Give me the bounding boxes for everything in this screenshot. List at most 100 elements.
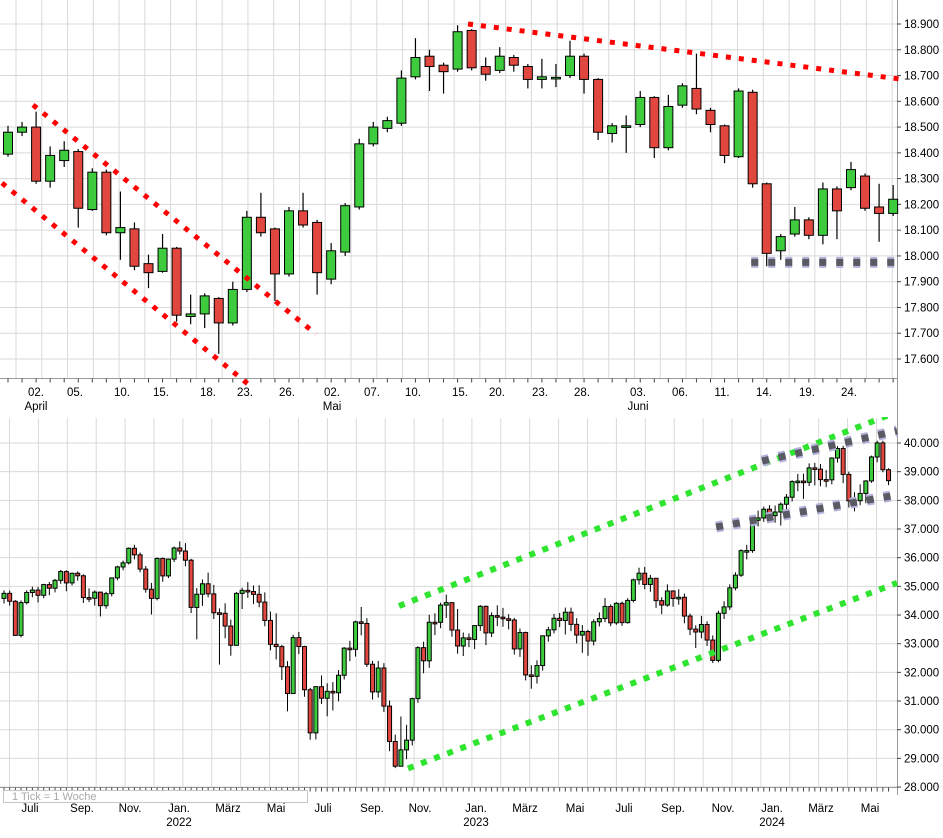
- x-axis-label: 20.: [489, 387, 505, 399]
- trendline-downtrend-channel-upper: [31, 102, 318, 336]
- x-axis-label: Nov.: [409, 803, 432, 815]
- y-axis-label: 17.600: [904, 354, 939, 366]
- candle-down: [704, 623, 710, 641]
- candle-down: [296, 637, 302, 648]
- candle-down: [466, 29, 477, 69]
- candle-up: [857, 492, 863, 502]
- x-axis-label: 19.: [799, 387, 815, 399]
- candle-down: [255, 216, 266, 234]
- candle-down: [523, 631, 529, 676]
- candle-up: [199, 583, 205, 595]
- candle-down: [670, 590, 676, 599]
- x-axis-label: 26.: [279, 387, 295, 399]
- candle-down: [228, 625, 234, 646]
- candle-up: [795, 480, 801, 484]
- candle-up: [778, 503, 784, 513]
- candle-up: [45, 154, 56, 182]
- weekly-candlestick-chart: 40.000 39.000 38.000 37.000 36.000 35.000 34.0…: [0, 417, 939, 829]
- candle-down: [285, 666, 290, 695]
- x-axis-label: 23.: [532, 387, 548, 399]
- x-axis-label: Juli: [615, 803, 632, 815]
- candle-down: [653, 577, 659, 602]
- x-axis-label: 11.: [714, 387, 729, 399]
- candle-up: [846, 169, 856, 189]
- candle-up: [517, 631, 523, 650]
- candle-up: [698, 623, 704, 633]
- candle-up: [410, 57, 421, 78]
- candle-up: [171, 547, 177, 560]
- candle-down: [97, 591, 103, 607]
- candle-down: [480, 66, 491, 75]
- candle-down: [148, 588, 154, 599]
- candle-up: [120, 562, 126, 568]
- candle-up: [817, 188, 828, 236]
- candle-down: [659, 600, 665, 606]
- x-axis-sublabel: Mai: [323, 401, 342, 413]
- x-axis-sublabel: Juni: [627, 401, 648, 413]
- candle-up: [635, 96, 646, 126]
- candle-up: [353, 621, 359, 650]
- x-axis-label: 15.: [452, 387, 468, 399]
- candle-down: [262, 601, 268, 621]
- y-axis-label: 31.000: [904, 696, 939, 708]
- candle-down: [860, 175, 871, 209]
- trendlines: [397, 417, 899, 772]
- candle-down: [160, 558, 166, 577]
- x-axis-label: 18.: [200, 387, 216, 399]
- candle-down: [188, 559, 194, 608]
- candle-up: [29, 589, 35, 593]
- candle-down: [506, 618, 512, 621]
- candle-down: [681, 596, 687, 617]
- candle-up: [227, 288, 238, 324]
- candle-up: [472, 625, 478, 640]
- x-axis-label: 23.: [237, 387, 253, 399]
- y-axis-label: 40.000: [904, 438, 939, 450]
- candle-up: [621, 125, 632, 128]
- candle-up: [426, 621, 432, 662]
- candle-down: [143, 263, 154, 274]
- candle-up: [103, 593, 109, 607]
- x-axis-label: 02.: [28, 387, 44, 399]
- y-axis-label: 18.000: [904, 251, 939, 263]
- candle-up: [630, 579, 636, 601]
- x-axis-label: März: [512, 803, 538, 815]
- candle-up: [24, 591, 30, 604]
- candle-up: [52, 579, 58, 589]
- candle-down: [438, 64, 449, 73]
- candle-up: [241, 216, 252, 290]
- candle-down: [182, 550, 188, 561]
- candle-up: [869, 456, 875, 482]
- candle-down: [522, 66, 533, 80]
- candle-up: [115, 227, 126, 234]
- candle-up: [744, 550, 750, 553]
- x-axis-label: 15.: [153, 387, 169, 399]
- candle-down: [86, 597, 92, 600]
- candle-down: [177, 547, 183, 552]
- candle-down: [593, 78, 604, 133]
- x-axis-label: 02.: [324, 387, 340, 399]
- candle-up: [613, 602, 619, 624]
- candle-down: [31, 126, 42, 182]
- candle-down: [347, 647, 353, 651]
- candle-down: [424, 55, 435, 68]
- candle-up: [551, 617, 557, 631]
- candle-up: [732, 574, 738, 589]
- candle-up: [194, 593, 200, 608]
- y-axis-label: 18.200: [904, 199, 939, 211]
- candle-up: [396, 77, 407, 124]
- candle-up: [874, 442, 880, 458]
- x-axis-label: 03.: [630, 387, 646, 399]
- candle-up: [157, 247, 168, 272]
- candle-up: [443, 602, 449, 606]
- candle-down: [80, 575, 86, 599]
- candle-up: [438, 604, 444, 623]
- candle-up: [676, 596, 682, 600]
- candle-up: [460, 637, 466, 647]
- candle-up: [625, 599, 631, 624]
- x-axis-sublabel: 2023: [463, 817, 489, 829]
- candle-up: [126, 547, 132, 564]
- candle-up: [185, 313, 196, 317]
- candle-up: [375, 667, 381, 693]
- x-axis-label: März: [215, 803, 241, 815]
